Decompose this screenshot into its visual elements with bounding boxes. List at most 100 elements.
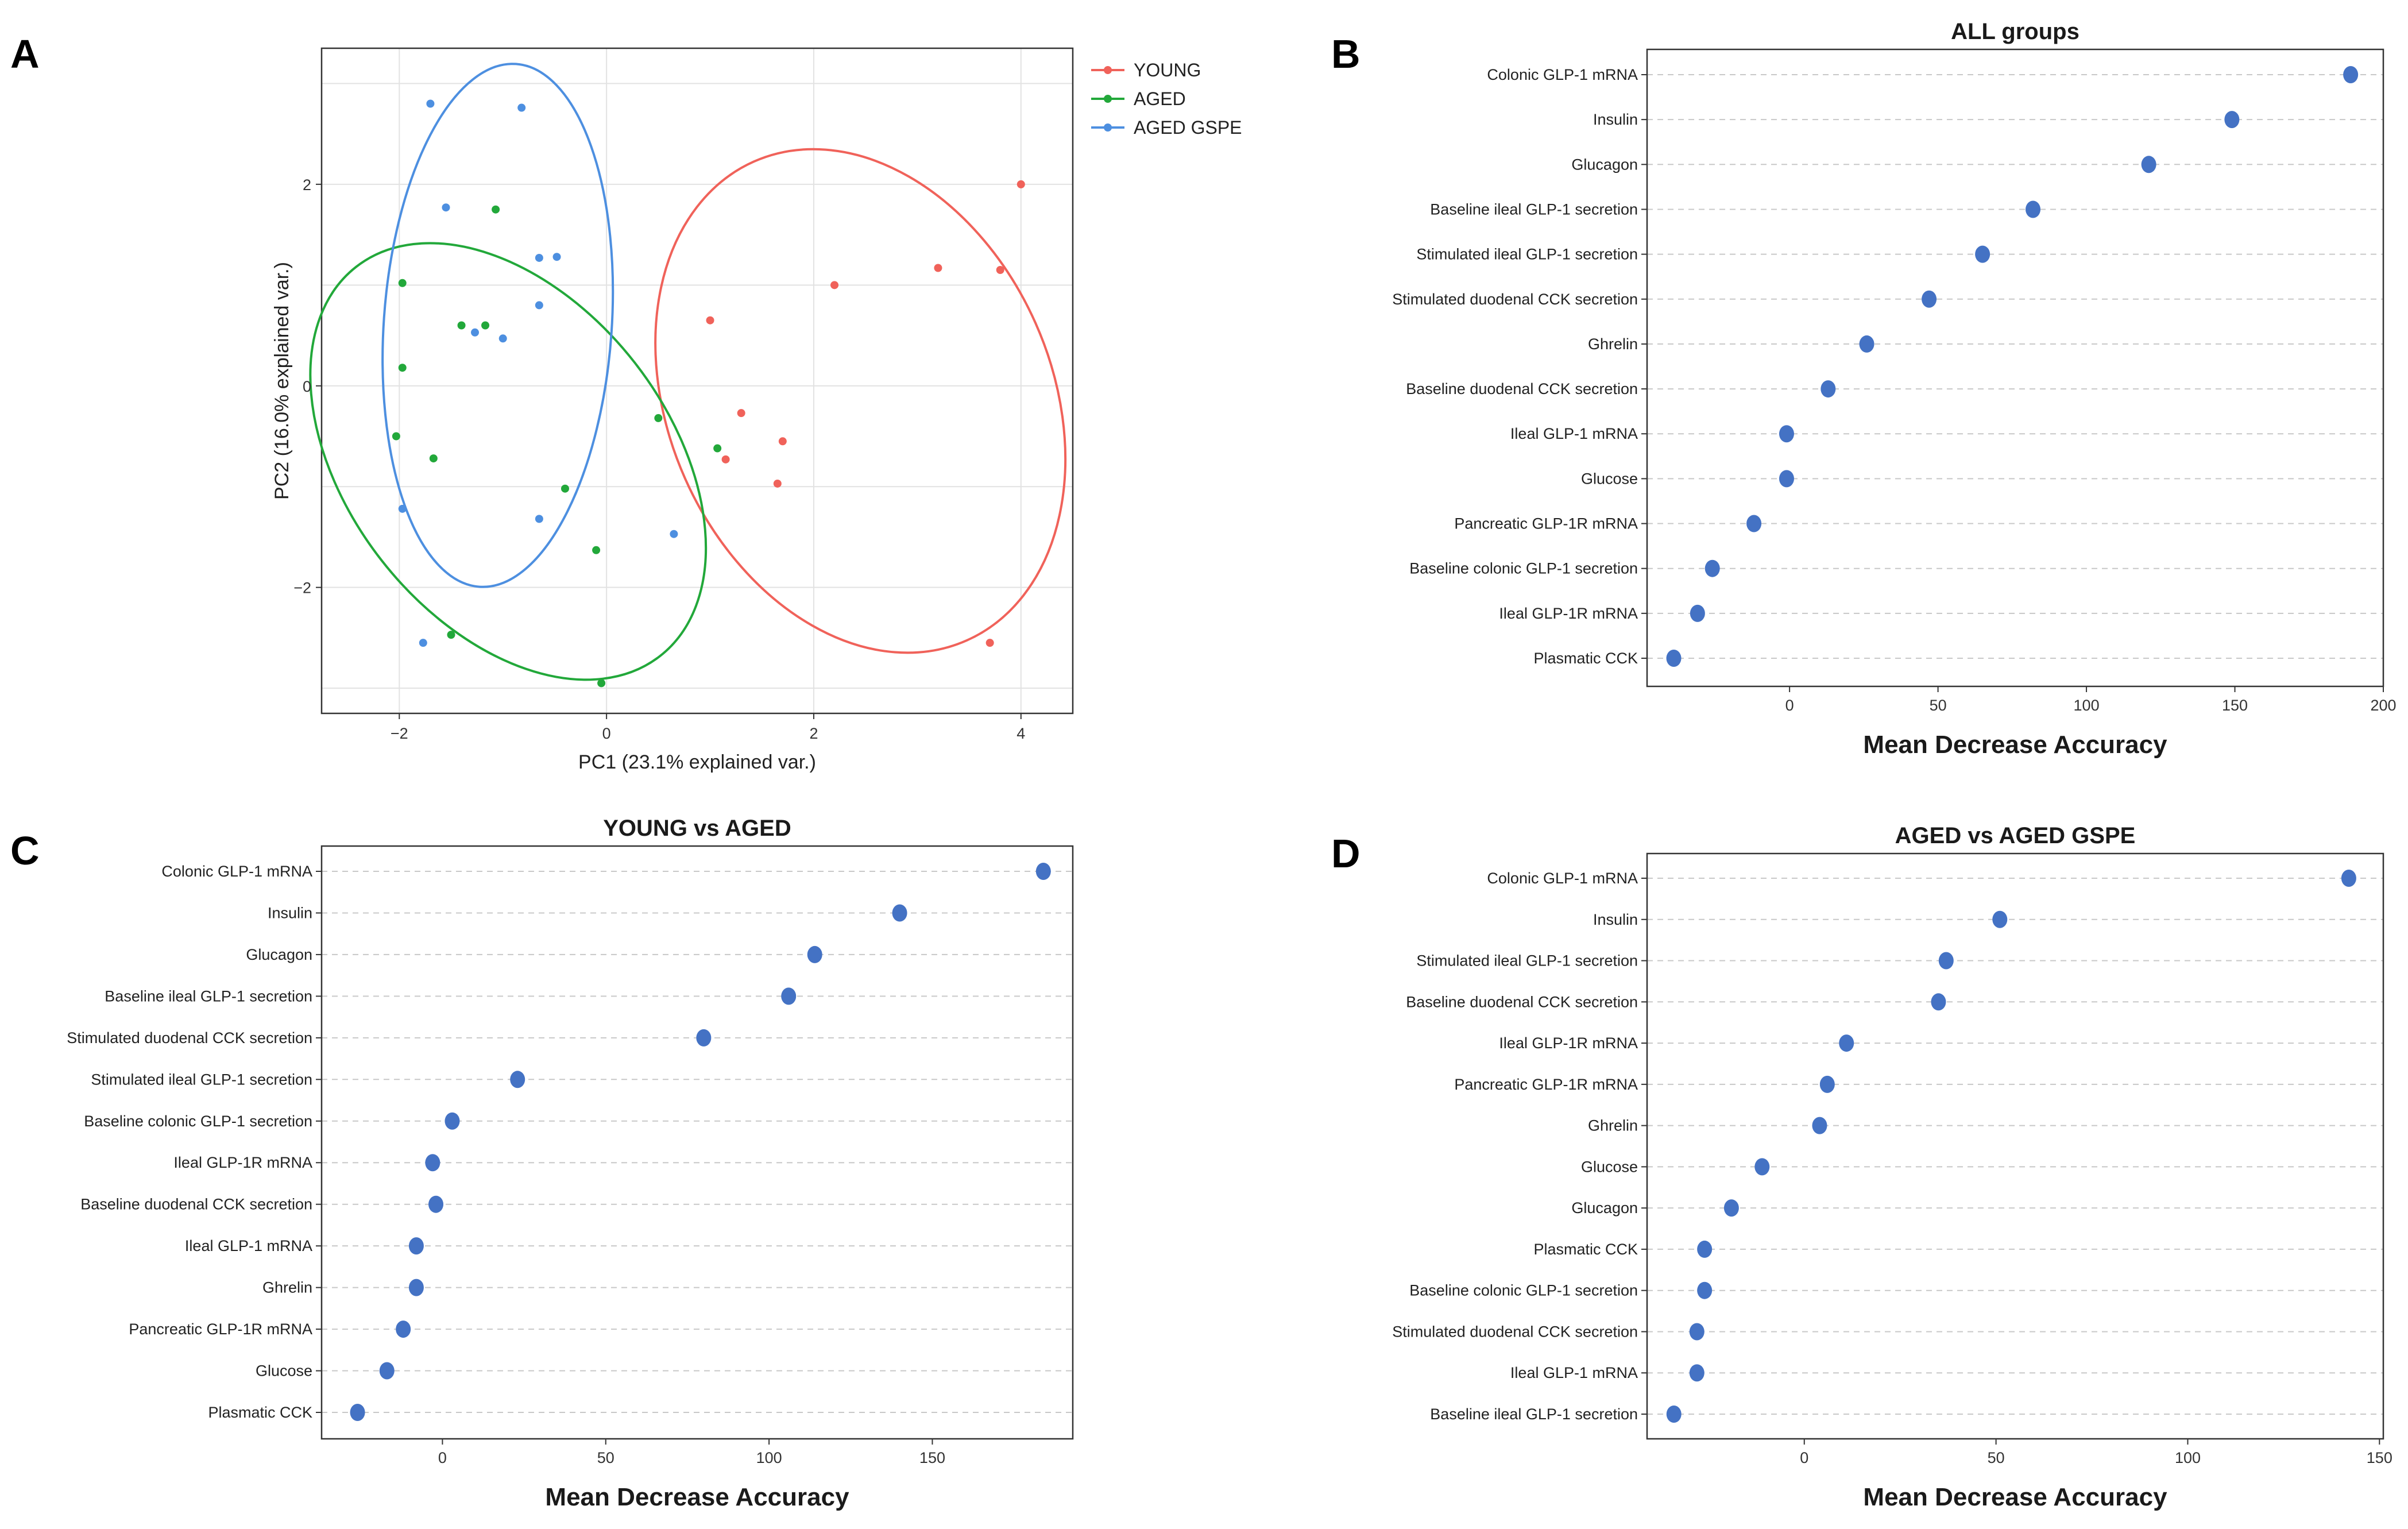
data-point-young — [830, 281, 839, 289]
data-point-stimulated-duodenal-cck-secretion — [1922, 290, 1937, 308]
data-point-baseline-ileal-glp-1-secretion — [1666, 1406, 1682, 1423]
data-point-pancreatic-glp-1r-mrna — [1746, 515, 1762, 532]
category-label-ileal-glp-1-mrna: Ileal GLP-1 mRNA — [1510, 1364, 1638, 1381]
category-label-ileal-glp-1r-mrna: Ileal GLP-1R mRNA — [1499, 605, 1638, 622]
category-label-glucose: Glucose — [256, 1362, 312, 1380]
data-point-aged-gspe — [670, 530, 678, 538]
category-label-insulin: Insulin — [1593, 111, 1638, 128]
category-label-glucagon: Glucagon — [1571, 156, 1638, 173]
data-point-aged — [398, 364, 407, 372]
data-point-ileal-glp-1-mrna — [408, 1237, 424, 1255]
data-point-baseline-duodenal-cck-secretion — [1931, 993, 1946, 1011]
x-tick-label: 50 — [1988, 1449, 2005, 1466]
data-point-insulin — [892, 904, 907, 922]
category-label-plasmatic-cck: Plasmatic CCK — [208, 1404, 312, 1421]
data-point-young — [706, 316, 714, 325]
data-point-ileal-glp-1r-mrna — [1839, 1034, 1854, 1052]
plot-frame — [1646, 852, 2384, 1440]
data-point-aged-gspe — [419, 639, 427, 647]
category-label-ghrelin: Ghrelin — [1588, 1117, 1638, 1134]
category-label-stimulated-ileal-glp-1-secretion: Stimulated ileal GLP-1 secretion — [1416, 246, 1638, 263]
data-point-ghrelin — [1812, 1117, 1827, 1134]
legend-marker-aged-gspe — [1104, 123, 1112, 132]
y-axis-title: PC2 (16.0% explained var.) — [271, 262, 293, 500]
data-point-baseline-duodenal-cck-secretion — [1821, 380, 1836, 398]
legend: YOUNG AGED AGED GSPE — [1091, 60, 1242, 138]
dotplot-all-groups-panel: ALL groups Colonic GLP-1 mRNA Insulin Gluca… — [1392, 19, 2396, 759]
panel-letter-d: D — [1331, 831, 1360, 876]
data-point-young — [985, 639, 994, 647]
data-point-aged — [429, 454, 438, 463]
dotplot-young-vs-aged-panel: YOUNG vs AGED Colonic GLP-1 mRNA Insulin Gl… — [67, 816, 1074, 1511]
data-point-plasmatic-cck — [350, 1404, 365, 1421]
data-point-pancreatic-glp-1r-mrna — [396, 1320, 411, 1338]
category-label-baseline-colonic-glp-1-secretion: Baseline colonic GLP-1 secretion — [1409, 560, 1638, 577]
data-point-aged-gspe — [535, 253, 543, 262]
data-point-insulin — [1992, 910, 2008, 928]
confidence-ellipse-aged-gspe — [381, 63, 614, 588]
category-label-stimulated-ileal-glp-1-secretion: Stimulated ileal GLP-1 secretion — [91, 1071, 312, 1088]
panel-title: ALL groups — [1951, 19, 2080, 44]
data-point-aged — [447, 631, 455, 639]
data-point-aged — [713, 444, 722, 453]
data-point-insulin — [2224, 111, 2240, 129]
data-point-aged-gspe — [535, 515, 543, 523]
plot-frame — [320, 845, 1074, 1440]
x-axis-title: Mean Decrease Accuracy — [545, 1483, 849, 1511]
confidence-ellipse-aged — [309, 242, 708, 681]
category-label-insulin: Insulin — [1593, 911, 1638, 928]
y-tick-label: 0 — [303, 378, 311, 395]
category-label-stimulated-duodenal-cck-secretion: Stimulated duodenal CCK secretion — [1392, 1323, 1638, 1340]
panel-title: AGED vs AGED GSPE — [1895, 823, 2136, 848]
category-label-baseline-ileal-glp-1-secretion: Baseline ileal GLP-1 secretion — [105, 987, 312, 1005]
category-label-colonic-glp-1-mrna: Colonic GLP-1 mRNA — [1487, 66, 1638, 83]
data-point-baseline-ileal-glp-1-secretion — [2026, 200, 2041, 218]
legend-label-young: YOUNG — [1134, 60, 1201, 80]
data-point-aged-gspe — [426, 99, 435, 108]
data-point-colonic-glp-1-mrna — [2341, 870, 2356, 887]
data-point-young — [721, 455, 730, 464]
x-tick-label: 0 — [438, 1449, 447, 1466]
data-point-colonic-glp-1-mrna — [1035, 863, 1051, 880]
category-label-baseline-colonic-glp-1-secretion: Baseline colonic GLP-1 secretion — [84, 1113, 312, 1130]
data-point-baseline-colonic-glp-1-secretion — [445, 1112, 460, 1130]
data-point-ileal-glp-1r-mrna — [1690, 604, 1705, 622]
x-tick-label: 150 — [919, 1449, 945, 1466]
x-tick-label: 50 — [597, 1449, 614, 1466]
x-tick-label: 50 — [1930, 697, 1947, 714]
data-point-aged-gspe — [517, 103, 526, 112]
panel-letter-b: B — [1331, 32, 1360, 76]
data-point-ileal-glp-1-mrna — [1779, 425, 1794, 443]
data-point-glucose — [1754, 1158, 1770, 1176]
plot-frame — [1646, 48, 2384, 688]
x-tick-label: 100 — [2175, 1449, 2201, 1466]
data-point-aged-gspe — [498, 334, 507, 343]
data-point-plasmatic-cck — [1697, 1240, 1713, 1258]
category-label-baseline-ileal-glp-1-secretion: Baseline ileal GLP-1 secretion — [1430, 1406, 1638, 1423]
data-point-stimulated-duodenal-cck-secretion — [696, 1029, 712, 1047]
data-point-young — [737, 409, 745, 418]
x-axis-title: PC1 (23.1% explained var.) — [578, 751, 816, 773]
panel-letter-a: A — [10, 32, 40, 76]
category-label-pancreatic-glp-1r-mrna: Pancreatic GLP-1R mRNA — [1454, 515, 1638, 532]
data-point-young — [934, 264, 942, 272]
category-label-colonic-glp-1-mrna: Colonic GLP-1 mRNA — [1487, 870, 1638, 887]
category-label-pancreatic-glp-1r-mrna: Pancreatic GLP-1R mRNA — [1454, 1076, 1638, 1093]
confidence-ellipse-young — [654, 148, 1067, 654]
data-point-ileal-glp-1r-mrna — [425, 1154, 440, 1172]
x-tick-label: 2 — [809, 725, 818, 742]
data-point-aged-gspe — [398, 504, 407, 513]
legend-marker-young — [1104, 66, 1112, 74]
category-label-colonic-glp-1-mrna: Colonic GLP-1 mRNA — [161, 863, 312, 880]
category-label-glucagon: Glucagon — [246, 946, 312, 963]
category-label-baseline-colonic-glp-1-secretion: Baseline colonic GLP-1 secretion — [1409, 1282, 1638, 1299]
y-tick-label: 2 — [303, 176, 311, 194]
category-label-baseline-ileal-glp-1-secretion: Baseline ileal GLP-1 secretion — [1430, 200, 1638, 218]
data-point-aged — [597, 679, 606, 688]
data-point-plasmatic-cck — [1666, 650, 1682, 667]
data-point-ghrelin — [1859, 335, 1874, 353]
category-label-stimulated-duodenal-cck-secretion: Stimulated duodenal CCK secretion — [1392, 291, 1638, 308]
x-axis-title: Mean Decrease Accuracy — [1863, 1483, 2167, 1511]
category-label-stimulated-duodenal-cck-secretion: Stimulated duodenal CCK secretion — [67, 1029, 312, 1047]
data-point-aged — [457, 321, 466, 330]
